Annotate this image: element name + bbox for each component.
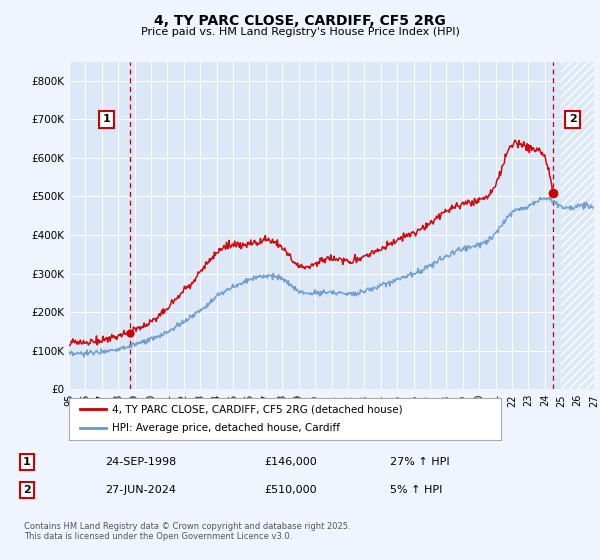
Text: 5% ↑ HPI: 5% ↑ HPI xyxy=(390,485,442,495)
Text: £146,000: £146,000 xyxy=(264,457,317,467)
Text: 4, TY PARC CLOSE, CARDIFF, CF5 2RG: 4, TY PARC CLOSE, CARDIFF, CF5 2RG xyxy=(154,14,446,28)
Text: Price paid vs. HM Land Registry's House Price Index (HPI): Price paid vs. HM Land Registry's House … xyxy=(140,27,460,37)
Text: 1: 1 xyxy=(103,114,110,124)
Text: 2: 2 xyxy=(569,114,577,124)
Text: 2: 2 xyxy=(23,485,31,495)
Text: HPI: Average price, detached house, Cardiff: HPI: Average price, detached house, Card… xyxy=(112,423,340,433)
Text: 27-JUN-2024: 27-JUN-2024 xyxy=(105,485,176,495)
Text: 1: 1 xyxy=(23,457,31,467)
Text: 4, TY PARC CLOSE, CARDIFF, CF5 2RG (detached house): 4, TY PARC CLOSE, CARDIFF, CF5 2RG (deta… xyxy=(112,404,403,414)
Text: Contains HM Land Registry data © Crown copyright and database right 2025.
This d: Contains HM Land Registry data © Crown c… xyxy=(24,522,350,542)
Bar xyxy=(561,62,594,389)
Text: £510,000: £510,000 xyxy=(264,485,317,495)
Bar xyxy=(561,62,594,389)
Text: 24-SEP-1998: 24-SEP-1998 xyxy=(105,457,176,467)
Bar xyxy=(561,62,594,389)
Text: 27% ↑ HPI: 27% ↑ HPI xyxy=(390,457,449,467)
